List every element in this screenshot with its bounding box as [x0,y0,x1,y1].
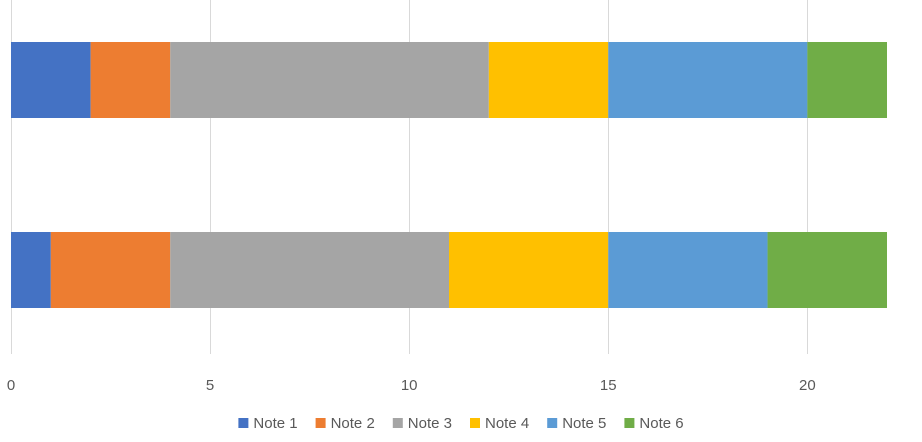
legend-label-note-3: Note 3 [408,415,452,432]
x-axis: 0 5 10 15 20 [7,377,816,394]
bar-segment-bottom-note-1 [11,232,51,308]
bar-segment-bottom-note-6 [767,232,887,308]
bar-segment-top-note-5 [608,42,808,118]
bar-segment-bottom-note-4 [449,232,609,308]
legend-swatch-note-3 [392,418,403,428]
legend-label-note-6: Note 6 [639,415,683,432]
legend-label-note-2: Note 2 [331,415,375,432]
legend-swatch-note-4 [470,418,480,428]
legend-swatch-note-5 [547,418,558,428]
x-tick-label: 20 [799,377,816,394]
x-tick-label: 15 [600,377,617,394]
x-tick-label: 0 [7,377,15,394]
legend-label-note-5: Note 5 [562,415,606,432]
bar-segment-top-note-1 [11,42,91,118]
bar-segment-top-note-2 [90,42,171,118]
bar-segment-top-note-3 [170,42,489,118]
bars [11,42,887,308]
legend-swatch-note-1 [238,418,249,428]
legend-label-note-4: Note 4 [485,415,529,432]
x-tick-label: 5 [206,377,214,394]
legend-swatch-note-6 [624,418,635,428]
legend-label-note-1: Note 1 [253,415,297,432]
bar-segment-top-note-6 [807,42,887,118]
bar-segment-bottom-note-3 [170,232,450,308]
x-tick-label: 10 [401,377,418,394]
bar-segment-bottom-note-5 [608,232,768,308]
legend-swatch-note-2 [315,418,326,428]
legend: Note 1 Note 2 Note 3 Note 4 Note 5 Note 6 [238,415,684,432]
bar-segment-top-note-4 [488,42,609,118]
bar-segment-bottom-note-2 [50,232,171,308]
